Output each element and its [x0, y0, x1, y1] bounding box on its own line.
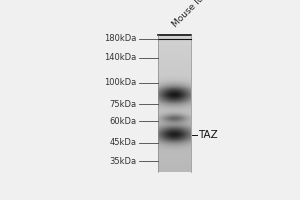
Text: TAZ: TAZ: [198, 130, 218, 140]
Text: 140kDa: 140kDa: [104, 53, 136, 62]
Text: 60kDa: 60kDa: [109, 117, 136, 126]
Text: Mouse lung: Mouse lung: [171, 0, 214, 29]
Text: 35kDa: 35kDa: [109, 157, 136, 166]
Text: 100kDa: 100kDa: [104, 78, 136, 87]
Text: 180kDa: 180kDa: [104, 34, 136, 43]
Text: 75kDa: 75kDa: [109, 100, 136, 109]
Text: 45kDa: 45kDa: [109, 138, 136, 147]
